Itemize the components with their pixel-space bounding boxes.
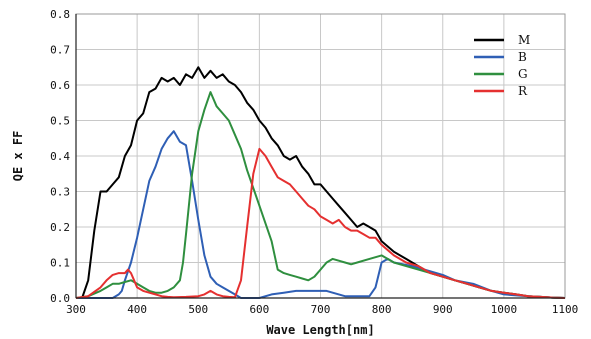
x-tick-label: 1000 bbox=[491, 303, 518, 316]
y-tick-label: 0.4 bbox=[50, 150, 70, 163]
series-line-m bbox=[81, 66, 566, 299]
y-tick-label: 0.1 bbox=[50, 257, 70, 270]
y-axis-title: QE x FF bbox=[11, 131, 25, 182]
x-tick-label: 300 bbox=[66, 303, 86, 316]
x-tick-label: 1100 bbox=[552, 303, 579, 316]
legend-label-g: G bbox=[518, 67, 528, 81]
y-tick-label: 0.5 bbox=[50, 115, 70, 128]
series-line-r bbox=[75, 147, 566, 299]
x-tick-label: 700 bbox=[311, 303, 331, 316]
legend-label-b: B bbox=[518, 50, 527, 64]
x-tick-labels: 300 400 500 600 700 800 900 1000 1100 bbox=[66, 303, 578, 316]
y-tick-label: 0.6 bbox=[50, 79, 70, 92]
legend-label-m: M bbox=[518, 33, 530, 47]
y-tick-label: 0.8 bbox=[50, 8, 70, 21]
x-tick-label: 900 bbox=[433, 303, 453, 316]
y-tick-label: 0.7 bbox=[50, 44, 70, 57]
axes bbox=[75, 13, 566, 299]
x-tick-label: 500 bbox=[188, 303, 208, 316]
y-tick-label: 0.2 bbox=[50, 221, 70, 234]
legend-label-r: R bbox=[518, 84, 528, 98]
x-tick-label: 600 bbox=[249, 303, 269, 316]
y-tick-labels: 0.0 0.1 0.2 0.3 0.4 0.5 0.6 0.7 0.8 bbox=[50, 8, 70, 305]
y-tick-label: 0.3 bbox=[50, 186, 70, 199]
x-tick-label: 400 bbox=[127, 303, 147, 316]
x-tick-label: 800 bbox=[372, 303, 392, 316]
x-axis-title: Wave Length[nm] bbox=[266, 323, 374, 337]
y-tick-label: 0.0 bbox=[50, 292, 70, 305]
